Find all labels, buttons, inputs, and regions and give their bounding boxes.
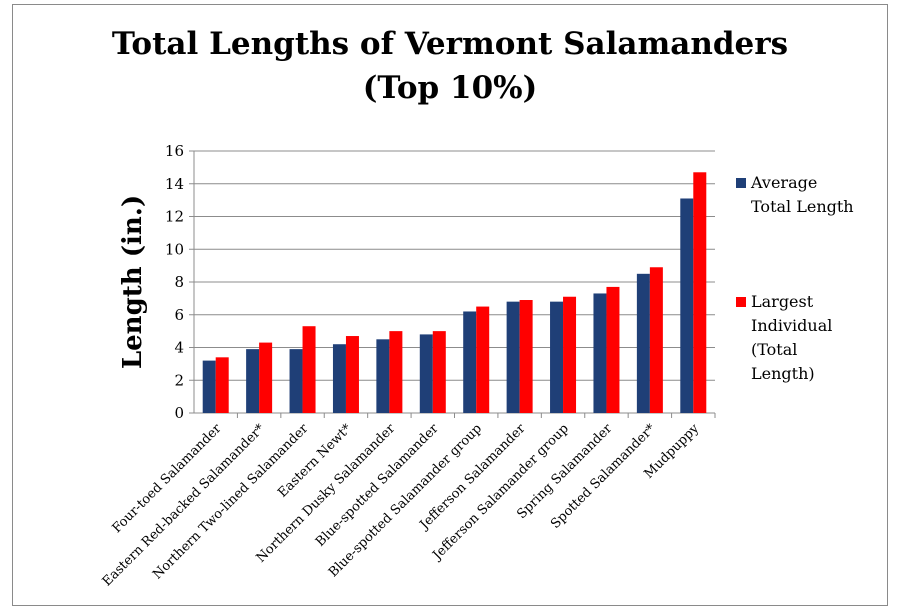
bar-largest <box>302 326 316 413</box>
bar-average <box>246 349 260 413</box>
chart-title-line-2: (Top 10%) <box>362 70 538 106</box>
y-tick-label: 0 <box>174 404 184 422</box>
x-category-label: Eastern Red-backed Salamander* <box>100 421 269 590</box>
x-category-label: Eastern Newt* <box>275 421 355 501</box>
x-category-label: Blue-spotted Salamander group <box>326 421 485 580</box>
legend-label: (Total <box>751 340 797 359</box>
bar-average <box>593 293 607 413</box>
bar-largest <box>259 342 273 413</box>
legend-label: Length) <box>751 364 815 383</box>
y-tick-label: 8 <box>174 273 184 291</box>
bar-average <box>332 344 346 413</box>
y-tick-label: 6 <box>174 306 184 324</box>
legend-label: Largest <box>751 292 814 311</box>
y-tick-label: 12 <box>165 208 184 226</box>
bar-largest <box>649 267 663 413</box>
legend-swatch <box>736 297 746 307</box>
y-tick-label: 14 <box>165 175 184 193</box>
y-tick-label: 16 <box>165 142 184 160</box>
y-tick-label: 10 <box>165 240 184 258</box>
bar-largest <box>606 286 620 413</box>
bar-largest <box>693 172 707 413</box>
chart-title-line-1: Total Lengths of Vermont Salamanders <box>111 26 789 62</box>
bar-largest <box>476 306 490 413</box>
bar-average <box>376 339 390 413</box>
bar-largest <box>345 336 359 413</box>
bar-average <box>419 334 433 413</box>
legend-label: Average <box>750 173 817 192</box>
bar-average <box>289 349 303 413</box>
bar-average <box>463 311 477 413</box>
y-tick-label: 4 <box>174 339 184 357</box>
bar-largest <box>432 331 446 413</box>
bar-largest <box>389 331 403 413</box>
bar-average <box>636 273 650 413</box>
legend-label: Individual <box>751 316 832 335</box>
bar-average <box>680 198 694 413</box>
x-category-label: Northern Two-lined Salamander <box>150 421 312 583</box>
bar-largest <box>563 296 577 413</box>
y-axis-label: Length (in.) <box>118 195 148 369</box>
y-tick-label: 2 <box>174 371 184 389</box>
legend-swatch <box>736 178 746 188</box>
bar-average <box>506 301 520 413</box>
bar-largest <box>519 300 533 413</box>
bar-average <box>550 301 564 413</box>
bar-average <box>202 360 216 413</box>
bar-largest <box>215 357 229 413</box>
legend-label: Total Length <box>751 197 854 216</box>
